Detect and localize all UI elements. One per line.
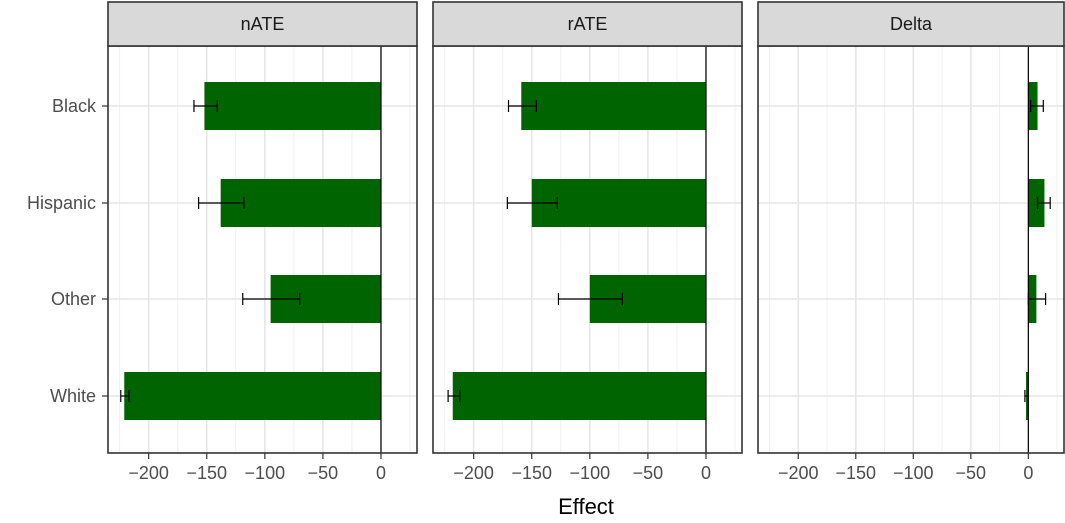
bar-black [204,82,381,130]
x-tick-label: 0 [376,463,386,483]
y-tick-label: Other [51,289,96,309]
bar-white [124,372,381,420]
x-tick-label: −50 [633,463,664,483]
x-tick-label: −200 [453,463,494,483]
bar-hispanic [531,179,706,227]
facet-strip [107,1,418,47]
error-bar-white [447,390,461,402]
facet-strip [432,1,743,47]
x-tick-label: −200 [778,463,819,483]
error-bar-hispanic [198,197,245,209]
x-tick-label: −150 [186,463,227,483]
y-tick-label: Hispanic [27,193,96,213]
bar-hispanic [1028,179,1045,227]
error-bar-white [120,390,130,402]
bar-hispanic [220,179,381,227]
facet-label: Delta [890,14,933,34]
panel-nate: nATE −200 −150 −100 −50 0 [107,1,418,483]
x-tick-label: −50 [308,463,339,483]
panel-delta: Delta −200 −150 −100 −50 0 [757,1,1065,483]
facet-label: rATE [568,14,608,34]
x-tick-label: −100 [570,463,611,483]
facet-strip [757,1,1065,47]
facet-label: nATE [241,14,285,34]
error-bar-hispanic [1036,197,1051,209]
error-bar-hispanic [506,197,558,209]
error-bar-other [242,293,301,305]
x-tick-label: −50 [956,463,987,483]
error-bar-other [557,293,623,305]
bar-white [452,372,706,420]
x-tick-label: −150 [836,463,877,483]
x-tick-label: 0 [701,463,711,483]
error-bar-black [1030,100,1044,112]
x-tick-label: −100 [245,463,286,483]
error-bar-black [507,100,537,112]
x-axis-title: Effect [558,494,614,519]
x-tick-label: −100 [893,463,934,483]
y-tick-label: Black [52,96,97,116]
x-tick-label: 0 [1023,463,1033,483]
error-bar-black [193,100,218,112]
bar-black [521,82,706,130]
panel-background [758,46,1064,453]
y-tick-label: White [50,386,96,406]
panel-rate: rATE −200 −150 −100 −50 0 [432,1,743,483]
x-tick-label: −150 [511,463,552,483]
x-tick-label: −200 [128,463,169,483]
